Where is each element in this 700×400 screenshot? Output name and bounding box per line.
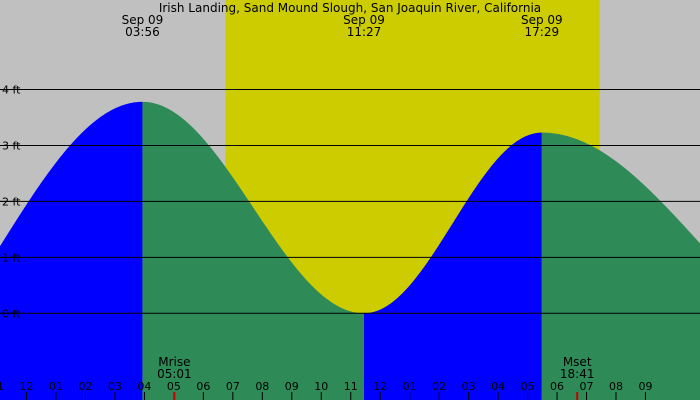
extremum-date-label: Sep 09: [343, 13, 385, 27]
extremum-time-label: 11:27: [347, 25, 382, 39]
x-tick-label: 11: [344, 380, 358, 393]
y-tick-label: 0 ft: [2, 307, 21, 320]
y-tick-label: 4 ft: [2, 84, 21, 97]
falling-tide-area: [541, 132, 700, 400]
y-tick-label: 3 ft: [2, 139, 21, 152]
x-tick-label: 03: [462, 380, 476, 393]
x-tick-label: 04: [491, 380, 505, 393]
x-tick-label: 09: [638, 380, 652, 393]
x-tick-label: 05: [521, 380, 535, 393]
x-tick-label: 08: [255, 380, 269, 393]
moon-event-time: 18:41: [560, 367, 595, 381]
rising-tide-area: [0, 101, 143, 400]
x-tick-label: 09: [285, 380, 299, 393]
y-tick-label: 2 ft: [2, 195, 21, 208]
x-tick-label: 01: [403, 380, 417, 393]
extremum-time-label: 03:56: [125, 25, 160, 39]
x-tick-label: 07: [226, 380, 240, 393]
x-tick-label: 04: [137, 380, 151, 393]
x-tick-label: 02: [78, 380, 92, 393]
x-tick-label: 03: [108, 380, 122, 393]
x-tick-label: 12: [373, 380, 387, 393]
extremum-date-label: Sep 09: [521, 13, 563, 27]
x-tick-label: 06: [550, 380, 564, 393]
x-tick-label: 07: [580, 380, 594, 393]
x-tick-label: 12: [20, 380, 34, 393]
x-tick-label: 02: [432, 380, 446, 393]
chart-title: Irish Landing, Sand Mound Slough, San Jo…: [159, 1, 541, 15]
x-tick-label: 05: [167, 380, 181, 393]
x-tick-label: 08: [609, 380, 623, 393]
falling-tide-area: [142, 101, 364, 400]
extremum-time-label: 17:29: [525, 25, 560, 39]
moon-event-name: Mrise: [158, 355, 190, 369]
x-tick-label: 06: [196, 380, 210, 393]
x-tick-label: 01: [49, 380, 63, 393]
moon-event-time: 05:01: [157, 367, 192, 381]
x-tick-label: 11: [0, 380, 4, 393]
x-tick-label: 10: [314, 380, 328, 393]
moon-event-name: Mset: [563, 355, 592, 369]
rising-tide-area: [364, 132, 542, 400]
extremum-date-label: Sep 09: [122, 13, 164, 27]
y-tick-label: 1 ft: [2, 251, 21, 264]
